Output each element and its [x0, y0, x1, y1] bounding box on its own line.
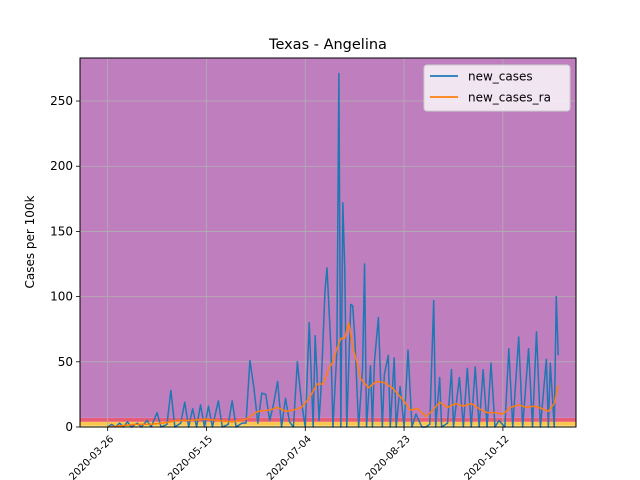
risk-band-0: [80, 425, 576, 427]
chart-title: Texas - Angelina: [268, 37, 387, 53]
risk-band-2: [80, 417, 576, 422]
y-tick-label-4: 200: [50, 159, 73, 173]
x-tick-label-4: 2020-10-12: [463, 434, 512, 480]
series-line-new-cases-ra: [107, 321, 559, 428]
risk-band-1: [80, 421, 576, 426]
y-tick-label-2: 100: [50, 290, 73, 304]
x-tick-label-2: 2020-07-04: [265, 434, 314, 480]
y-tick-label-1: 50: [58, 355, 73, 369]
legend: new_cases new_cases_ra: [423, 64, 571, 112]
x-tick-label-3: 2020-08-23: [364, 434, 413, 480]
y-axis: 0 50 100 150 200 250: [50, 94, 80, 434]
x-axis: 2020-03-26 2020-05-15 2020-07-04 2020-08-23…: [67, 427, 512, 480]
legend-label-new-cases-ra: new_cases_ra: [468, 91, 551, 105]
risk-bands: [80, 58, 576, 427]
plot-frame: [79, 57, 577, 428]
y-axis-label: Cases per 100k: [23, 195, 37, 288]
y-tick-label-3: 150: [50, 224, 73, 238]
x-tick-label-0: 2020-03-26: [67, 434, 116, 480]
risk-band-3: [80, 58, 576, 418]
y-tick-label-5: 250: [50, 94, 73, 108]
legend-box: [423, 64, 571, 112]
grid: [80, 58, 576, 428]
x-tick-label-1: 2020-05-15: [166, 434, 215, 480]
legend-label-new-cases: new_cases: [468, 70, 533, 84]
y-tick-label-0: 0: [65, 420, 73, 434]
